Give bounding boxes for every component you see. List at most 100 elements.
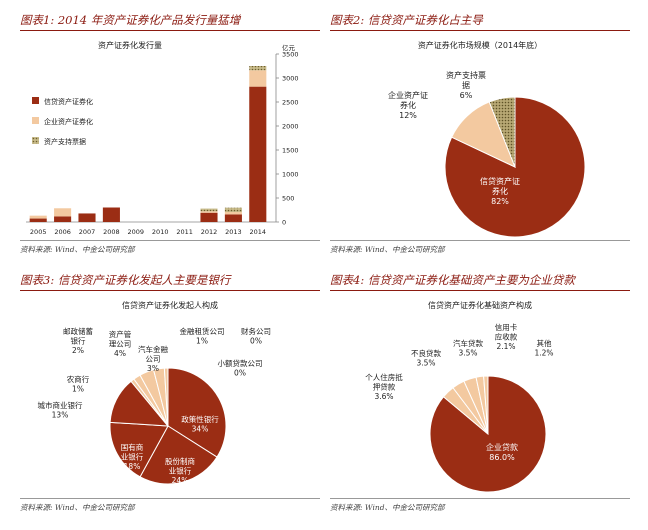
chart-2-title: 资产证券化市场规模（2014年底） <box>418 40 542 50</box>
bar-segment <box>224 207 242 213</box>
pie-slice <box>163 367 169 427</box>
slice-label: 34% <box>192 425 209 434</box>
chart-3-title: 信贷资产证券化发起人构成 <box>122 300 218 310</box>
slice-label: 理公司 <box>109 340 132 349</box>
panel-2-rule <box>330 30 630 31</box>
panel-3: 图表3: 信贷资产证券化发起人主要是银行 信贷资产证券化发起人构成 政策性银行 34… <box>20 272 320 522</box>
slice-label: 3.5% <box>458 349 477 358</box>
slice-label: 金融租赁公司 <box>180 326 225 336</box>
legend-label: 资产支持票据 <box>44 137 86 146</box>
slice-label: 2% <box>72 346 84 355</box>
legend-swatch <box>32 97 39 104</box>
panel-3-rule <box>20 290 320 291</box>
slice-label: 信用卡 <box>495 322 518 332</box>
slice-label: 3.5% <box>416 359 435 368</box>
slice-label: 国有商 <box>121 442 144 452</box>
slice-label: 据 <box>462 80 470 90</box>
slice-label: 1% <box>196 337 208 346</box>
bar-segment <box>224 212 242 215</box>
slice-label: 企业资产证 <box>388 90 428 100</box>
panel-1-rule <box>20 30 320 31</box>
x-tick-label: 2007 <box>79 228 96 236</box>
slice-label: 24% <box>172 476 189 485</box>
legend-label: 企业资产证券化 <box>44 117 93 126</box>
slice-label: 86.0% <box>489 453 515 462</box>
bar-segment <box>29 218 47 222</box>
bar-segment <box>102 207 120 222</box>
slice-label: 券化 <box>400 100 416 110</box>
bar-segment <box>249 70 267 87</box>
pie-slice <box>109 421 169 478</box>
slice-label: 邮政储蓄 <box>63 326 93 336</box>
chart-1-title: 资产证券化发行量 <box>98 40 162 50</box>
slice-label: 汽车贷款 <box>453 338 483 348</box>
panel-4-rule <box>330 290 630 291</box>
x-tick-label: 2008 <box>103 228 120 236</box>
y-tick-label: 500 <box>282 195 294 203</box>
slice-label: 企业贷款 <box>486 442 518 452</box>
bar-segment <box>54 208 72 217</box>
slice-label: 82% <box>491 197 509 206</box>
panel-4-source: 资料来源: Wind、中金公司研究部 <box>330 503 445 512</box>
panel-4-bottom-rule <box>330 498 630 499</box>
slice-label: 6% <box>460 91 473 100</box>
panel-1-source: 资料来源: Wind、中金公司研究部 <box>20 245 135 254</box>
x-tick-label: 2010 <box>152 228 169 236</box>
pie-slice <box>483 375 489 435</box>
slice-label: 股份制商 <box>165 456 195 466</box>
panel-3-source: 资料来源: Wind、中金公司研究部 <box>20 503 135 512</box>
slice-label: 0% <box>250 337 262 346</box>
bar-segment <box>54 216 72 222</box>
slice-label: 业银行 <box>121 452 144 462</box>
x-tick-label: 2013 <box>225 228 242 236</box>
bar-segment <box>200 212 218 222</box>
slice-label: 财务公司 <box>241 326 271 336</box>
x-tick-label: 2012 <box>201 228 218 236</box>
slice-label: 其他 <box>537 338 552 348</box>
legend-swatch <box>32 137 39 144</box>
slice-label: 农商行 <box>67 374 90 384</box>
slice-label: 券化 <box>492 186 508 196</box>
panel-4: 图表4: 信贷资产证券化基础资产主要为企业贷款 信贷资产证券化基础资产构成 企业贷… <box>330 272 630 522</box>
slice-label: 信贷资产证 <box>480 176 520 186</box>
chart-4: 信贷资产证券化基础资产构成企业贷款86.0%个人住房抵押贷款3.6%不良贷款3.… <box>365 300 554 493</box>
y-axis-unit-label: 亿元 <box>282 43 296 52</box>
y-tick-label: 3500 <box>282 51 299 59</box>
slice-label: 2.1% <box>496 342 515 351</box>
panel-1: 图表1: 2014 年资产证券化产品发行量猛增 资产证券化发行量 亿元 0 500 10… <box>20 12 320 260</box>
slice-label: 1% <box>72 385 84 394</box>
bar-segment <box>200 211 218 213</box>
chart-2: 资产证券化市场规模（2014年底）信贷资产证券化82%企业资产证券化12%资产支… <box>388 40 586 238</box>
x-tick-label: 2006 <box>54 228 71 236</box>
slice-label: 银行 <box>71 336 86 346</box>
slice-label: 应收款 <box>495 332 518 342</box>
slice-label: 3.6% <box>374 392 393 401</box>
x-tick-label: 2009 <box>128 228 145 236</box>
panel-1-title: 图表1: 2014 年资产证券化产品发行量猛增 <box>20 13 241 27</box>
y-tick-label: 0 <box>282 219 286 227</box>
y-tick-label: 2500 <box>282 99 299 107</box>
slice-label: 3% <box>147 364 159 373</box>
slice-label: 汽车金融 <box>138 344 168 354</box>
slice-label: 1.2% <box>534 349 553 358</box>
panel-2: 图表2: 信贷资产证券化占主导 资产证券化市场规模（2014年底） 信贷资产证 券化… <box>330 12 630 260</box>
bar-segment <box>224 214 242 222</box>
slice-label: 政策性银行 <box>181 414 219 424</box>
slice-label: 资产支持票 <box>446 70 486 80</box>
slice-label: 4% <box>114 349 126 358</box>
panel-2-bottom-rule <box>330 240 630 241</box>
panel-2-source: 资料来源: Wind、中金公司研究部 <box>330 245 445 254</box>
slice-label: 不良贷款 <box>411 348 441 358</box>
y-tick-label: 2000 <box>282 123 299 131</box>
slice-label: 个人住房抵 <box>365 372 403 382</box>
bar-segment <box>78 213 96 222</box>
x-tick-label: 2014 <box>250 228 267 236</box>
bar-segment <box>249 86 267 222</box>
panel-3-bottom-rule <box>20 498 320 499</box>
chart-4-title: 信贷资产证券化基础资产构成 <box>428 300 532 310</box>
y-tick-label: 1500 <box>282 147 299 155</box>
pie-slice <box>488 96 516 168</box>
pie-slice <box>139 425 218 485</box>
slice-label: 小额贷款公司 <box>218 358 263 368</box>
panel-2-title: 图表2: 信贷资产证券化占主导 <box>330 13 483 27</box>
